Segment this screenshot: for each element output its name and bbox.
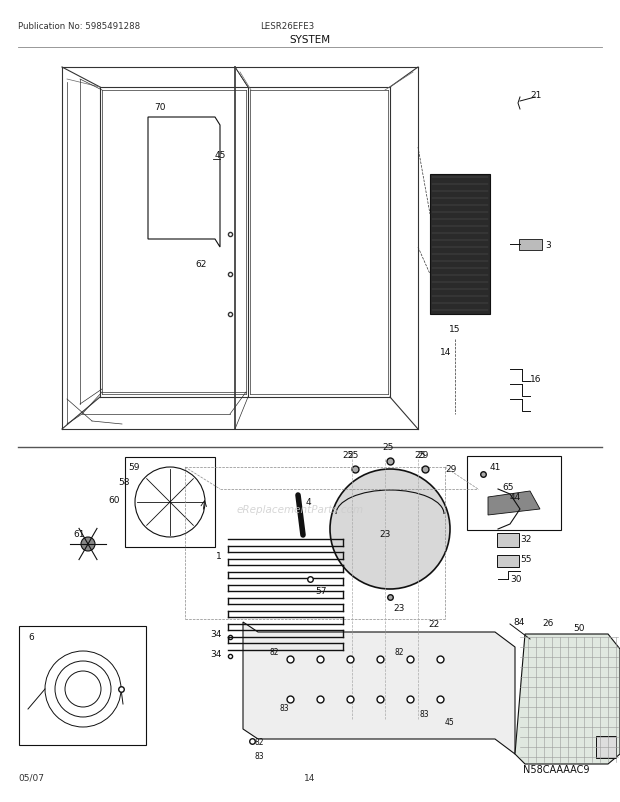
- Text: 6: 6: [28, 632, 33, 642]
- Text: 41: 41: [490, 463, 502, 472]
- Text: 14: 14: [440, 347, 451, 357]
- Text: 59: 59: [128, 463, 140, 472]
- FancyBboxPatch shape: [497, 533, 519, 547]
- Text: N58CAAAAC9: N58CAAAAC9: [523, 764, 590, 774]
- Text: 26: 26: [542, 618, 554, 627]
- Text: 34: 34: [211, 630, 222, 638]
- Text: 82: 82: [255, 737, 265, 746]
- FancyBboxPatch shape: [497, 555, 519, 567]
- Text: 22: 22: [428, 619, 439, 628]
- FancyBboxPatch shape: [596, 736, 616, 758]
- Text: 84: 84: [513, 618, 525, 626]
- Text: 25: 25: [414, 451, 426, 460]
- Text: 70: 70: [154, 103, 166, 111]
- Text: 57: 57: [315, 586, 327, 595]
- Text: 82: 82: [270, 647, 280, 656]
- Polygon shape: [243, 622, 515, 754]
- Text: 65: 65: [502, 482, 513, 492]
- Text: 25: 25: [342, 451, 353, 460]
- Text: 58: 58: [118, 477, 130, 486]
- FancyBboxPatch shape: [520, 239, 542, 250]
- Text: 23: 23: [393, 603, 404, 612]
- Text: 45: 45: [215, 150, 226, 160]
- Polygon shape: [488, 492, 540, 516]
- Text: 25: 25: [347, 451, 358, 460]
- Text: 3: 3: [545, 241, 551, 249]
- Text: 1: 1: [216, 551, 222, 561]
- Text: 44: 44: [510, 492, 521, 501]
- Text: 14: 14: [304, 773, 316, 782]
- Text: 15: 15: [450, 325, 461, 334]
- Text: 05/07: 05/07: [18, 773, 44, 782]
- Text: 50: 50: [573, 623, 585, 632]
- Text: 83: 83: [280, 703, 290, 712]
- Text: 62: 62: [195, 260, 206, 269]
- Text: 21: 21: [530, 91, 541, 99]
- Text: 4: 4: [306, 497, 312, 506]
- Text: SYSTEM: SYSTEM: [290, 35, 330, 45]
- Polygon shape: [515, 634, 620, 764]
- Text: 83: 83: [420, 709, 430, 718]
- Text: 82: 82: [395, 647, 404, 656]
- Text: 30: 30: [510, 574, 521, 583]
- Text: 83: 83: [255, 751, 265, 760]
- Text: eReplacementParts.com: eReplacementParts.com: [236, 504, 363, 514]
- Text: 45: 45: [445, 717, 454, 726]
- Text: 16: 16: [530, 375, 541, 383]
- Circle shape: [81, 537, 95, 551]
- Text: Publication No: 5985491288: Publication No: 5985491288: [18, 22, 140, 31]
- Text: 23: 23: [379, 530, 391, 539]
- Text: 61: 61: [73, 529, 84, 538]
- Text: 32: 32: [520, 534, 531, 543]
- Text: 60: 60: [108, 496, 120, 504]
- Text: 34: 34: [211, 650, 222, 658]
- Text: 55: 55: [520, 554, 531, 563]
- Text: 29: 29: [445, 464, 456, 473]
- Circle shape: [330, 469, 450, 589]
- Text: LESR26EFE3: LESR26EFE3: [260, 22, 314, 31]
- Text: 29: 29: [417, 451, 428, 460]
- Text: 25: 25: [382, 443, 393, 452]
- Polygon shape: [430, 175, 490, 314]
